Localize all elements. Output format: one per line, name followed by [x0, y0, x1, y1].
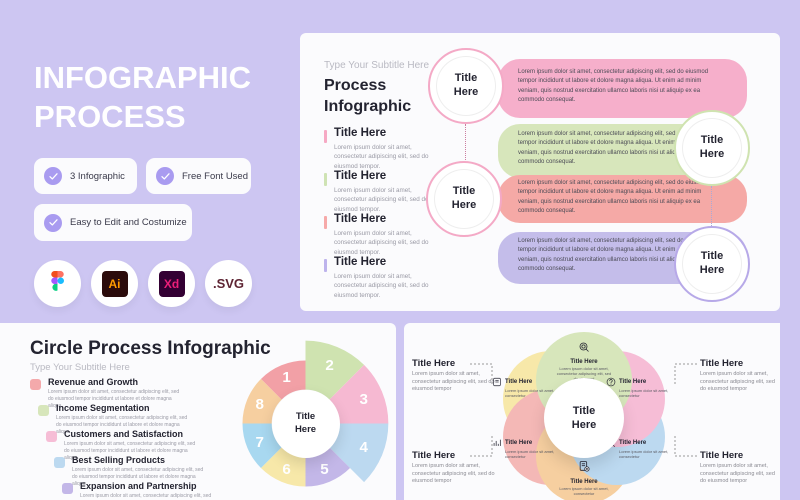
svg-text:1: 1: [282, 369, 290, 386]
svg-text:4: 4: [359, 439, 368, 456]
svg-text:6: 6: [282, 461, 290, 478]
svg-text:2: 2: [325, 357, 333, 374]
svg-text:5: 5: [320, 461, 328, 478]
svg-text:8: 8: [255, 396, 263, 413]
svg-text:7: 7: [255, 434, 263, 451]
svg-text:3: 3: [359, 391, 367, 408]
